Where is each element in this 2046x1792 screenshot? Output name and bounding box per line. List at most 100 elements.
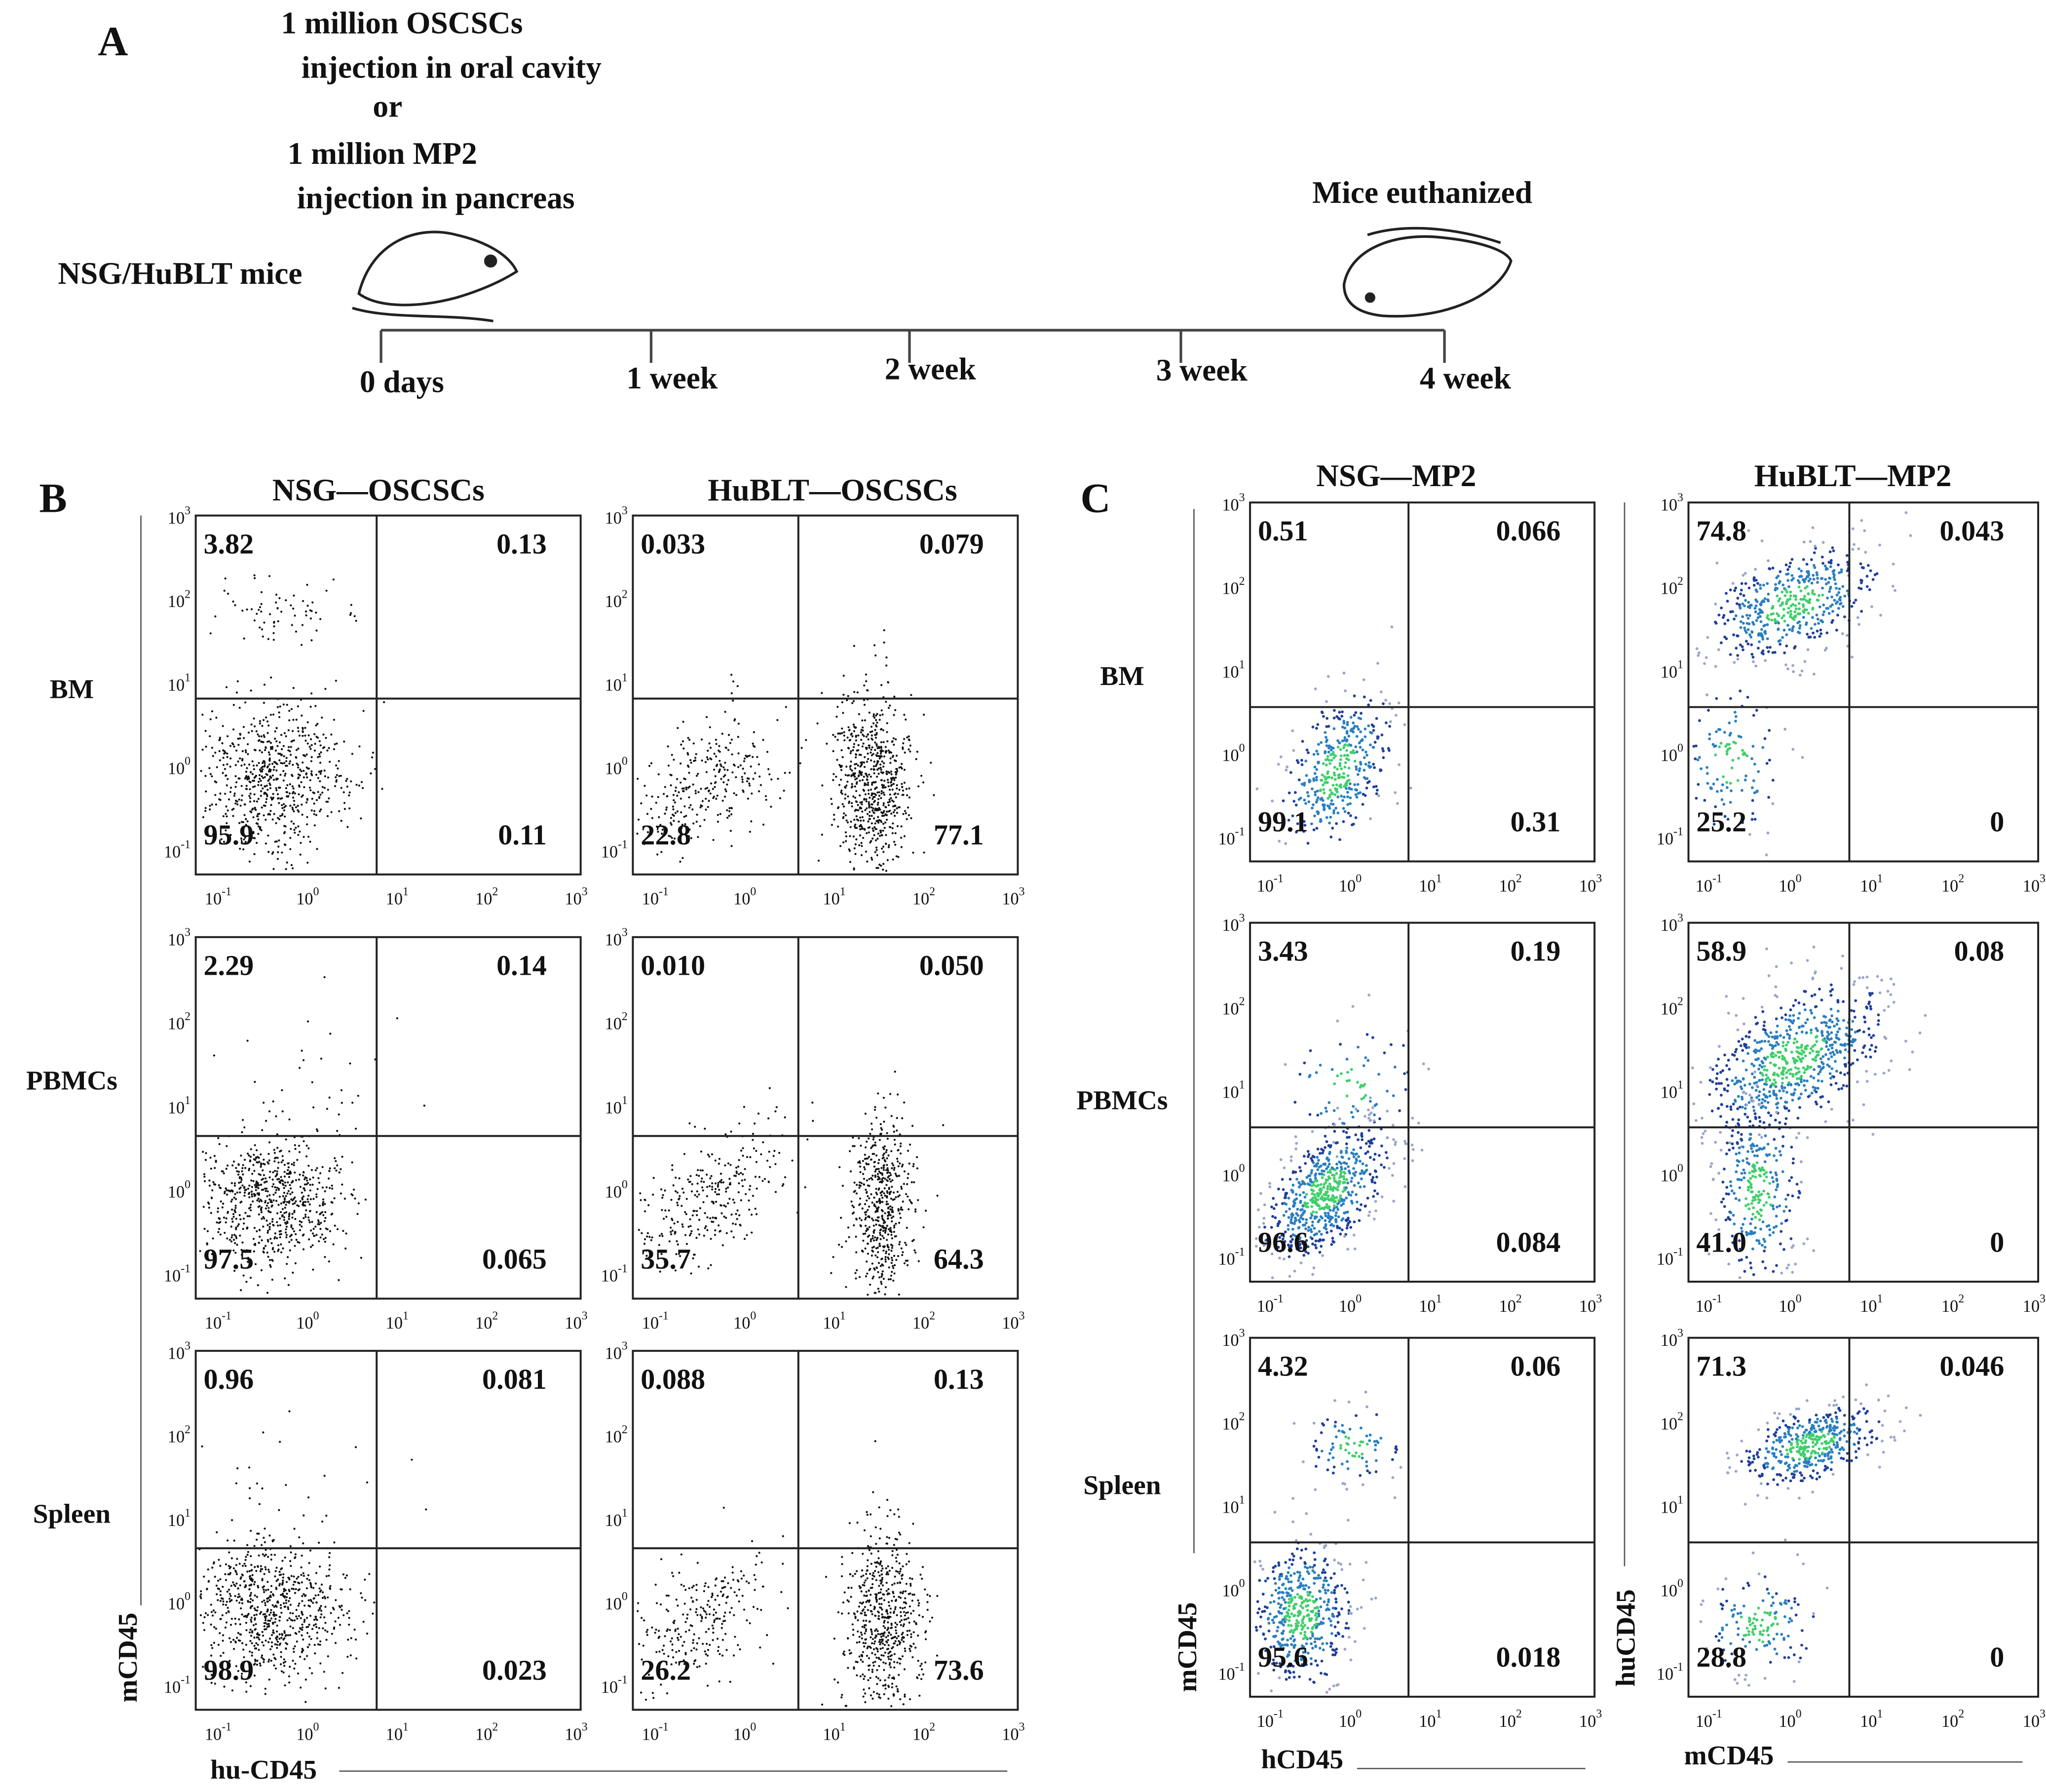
event-dot xyxy=(289,750,291,753)
event-dot xyxy=(336,1228,339,1230)
event-dot xyxy=(303,836,305,838)
event-dot xyxy=(283,732,286,734)
event-dot xyxy=(1344,761,1347,764)
event-dot xyxy=(315,1193,318,1196)
event-dot xyxy=(1349,729,1353,732)
event-dot xyxy=(268,1222,271,1225)
event-dot xyxy=(777,777,779,780)
event-dot xyxy=(261,628,264,631)
event-dot xyxy=(707,750,709,752)
event-dot xyxy=(290,1172,292,1175)
event-dot xyxy=(320,751,322,754)
tick-base: 10 xyxy=(164,842,181,861)
event-dot xyxy=(243,1186,246,1188)
event-dot xyxy=(1346,723,1349,726)
event-dot xyxy=(669,1226,672,1229)
plot-frame xyxy=(1249,921,1596,1283)
event-dot xyxy=(1750,786,1754,789)
event-dot xyxy=(864,1203,867,1205)
event-dot xyxy=(1316,1156,1319,1159)
event-dot xyxy=(1289,1218,1293,1221)
event-dot xyxy=(874,794,877,796)
event-dot xyxy=(343,740,345,743)
event-dot xyxy=(326,749,329,752)
event-dot xyxy=(250,723,253,726)
event-dot xyxy=(866,778,868,781)
event-dot xyxy=(859,806,861,809)
event-dot xyxy=(239,847,241,850)
event-dot xyxy=(423,1105,425,1107)
event-dot xyxy=(244,777,246,780)
event-dot xyxy=(299,1185,302,1188)
event-dot xyxy=(1339,1162,1343,1165)
event-dot xyxy=(237,1163,240,1166)
event-dot xyxy=(202,1206,205,1208)
event-dot xyxy=(1339,754,1343,758)
event-dot xyxy=(1767,796,1771,799)
event-dot xyxy=(1297,778,1301,782)
event-dot xyxy=(238,1182,240,1184)
event-dot xyxy=(1335,715,1339,718)
event-dot xyxy=(335,764,338,767)
event-dot xyxy=(840,749,843,752)
event-dot xyxy=(306,861,309,864)
event-dot xyxy=(733,1201,736,1204)
event-dot xyxy=(908,787,910,790)
event-dot xyxy=(1835,587,1838,590)
event-dot xyxy=(885,870,888,872)
event-dot xyxy=(689,1225,692,1227)
event-dot xyxy=(255,1149,258,1151)
event-dot xyxy=(853,1182,856,1184)
event-dot xyxy=(671,1218,673,1220)
event-dot xyxy=(655,801,657,804)
event-dot xyxy=(870,788,872,791)
event-dot xyxy=(1757,647,1760,650)
event-dot xyxy=(286,1220,289,1223)
event-dot xyxy=(1336,1226,1339,1229)
event-dot xyxy=(688,828,691,831)
event-dot xyxy=(1798,607,1801,610)
event-dot xyxy=(1349,716,1353,719)
event-dot xyxy=(269,742,272,744)
event-dot xyxy=(646,1232,649,1234)
event-dot xyxy=(890,1150,893,1152)
event-dot xyxy=(1323,1183,1326,1186)
event-dot xyxy=(271,1220,273,1223)
event-dot xyxy=(247,753,249,756)
tick-base: 10 xyxy=(1218,1250,1235,1269)
event-dot xyxy=(1739,626,1743,629)
event-dot xyxy=(270,1201,273,1204)
event-dot xyxy=(909,750,911,753)
event-dot xyxy=(1343,810,1347,813)
event-dot xyxy=(305,801,308,803)
event-dot xyxy=(1312,753,1316,756)
event-dot xyxy=(1350,1111,1353,1114)
event-dot xyxy=(270,796,272,799)
event-dot xyxy=(1820,555,1824,559)
event-dot xyxy=(1353,714,1356,717)
tick-base: 10 xyxy=(642,890,659,909)
event-dot xyxy=(227,778,229,780)
event-dot xyxy=(867,789,870,792)
event-dot xyxy=(1384,721,1388,724)
event-dot xyxy=(716,764,718,767)
event-dot xyxy=(879,1224,882,1227)
event-dot xyxy=(1770,618,1774,622)
event-dot xyxy=(1860,566,1864,569)
event-dot xyxy=(268,757,271,760)
event-dot xyxy=(269,809,272,812)
event-dot xyxy=(1755,709,1758,712)
event-dot xyxy=(284,1221,287,1224)
event-dot xyxy=(274,1186,276,1188)
event-dot xyxy=(1777,621,1781,625)
event-dot xyxy=(743,1238,746,1240)
event-dot xyxy=(1739,607,1742,610)
event-dot xyxy=(1366,1196,1369,1200)
event-dot xyxy=(892,737,895,740)
event-dot xyxy=(336,1130,339,1132)
event-dot xyxy=(317,1220,320,1223)
tick-label: 102 xyxy=(1941,873,1964,895)
event-dot xyxy=(840,791,842,794)
event-dot xyxy=(852,795,855,798)
event-dot xyxy=(1741,789,1743,792)
